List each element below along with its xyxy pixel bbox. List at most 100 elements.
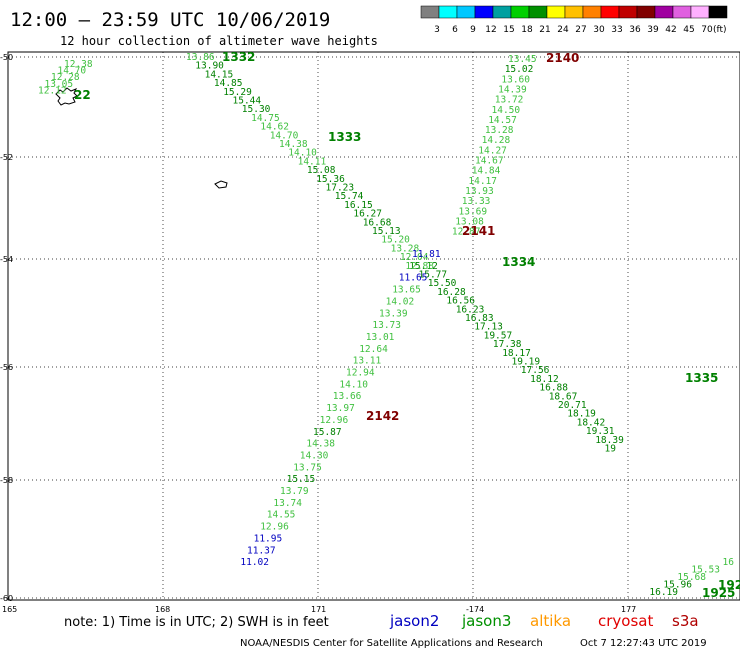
colorbar-label: 45 <box>683 25 694 35</box>
wave-height-value: 14.02 <box>386 296 415 307</box>
wave-height-value: 14.27 <box>478 145 507 156</box>
satellite-legend-item: jason3 <box>461 612 511 630</box>
wave-height-value: 17.56 <box>521 365 550 376</box>
colorbar-swatch <box>600 5 620 19</box>
colorbar-swatch <box>708 5 728 19</box>
colorbar-label: 36 <box>629 25 641 35</box>
wave-height-value: 14.28 <box>482 135 511 146</box>
wave-height-value: 12.64 <box>359 344 388 355</box>
page-title: 12:00 – 23:59 UTC 10/06/2019 <box>10 9 330 31</box>
wave-height-value: 14.11 <box>298 156 327 167</box>
wave-height-value: 19.57 <box>484 330 513 341</box>
observation-layer: 13.8613.9014.1514.8515.2915.4415.3014.75… <box>38 52 734 598</box>
wave-height-value: 15.15 <box>287 474 316 485</box>
wave-height-value: 15.68 <box>677 572 706 583</box>
satellite-legend-item: altika <box>530 612 571 630</box>
wave-height-value: 18.67 <box>549 391 578 402</box>
colorbar-swatch <box>690 5 710 19</box>
colorbar-swatch <box>438 5 458 19</box>
wave-height-value: 11.65 <box>399 273 428 284</box>
satellite-legend-item: s3a <box>672 612 699 630</box>
colorbar-label: 70 <box>701 25 713 35</box>
wave-height-value: 16.56 <box>446 296 475 307</box>
graticule <box>7 52 740 600</box>
wave-height-value: 14.62 <box>260 122 289 133</box>
longitude-label: 165 <box>2 605 17 614</box>
wave-height-value: 12.28 <box>51 72 80 83</box>
longitude-label: 171 <box>311 605 326 614</box>
footer-timestamp: Oct 7 12:27:43 UTC 2019 <box>580 638 707 649</box>
wave-height-value: 13.33 <box>462 196 491 207</box>
latitude-label: -52 <box>0 153 13 162</box>
wave-height-value: 13.90 <box>195 61 224 72</box>
colorbar-label: 21 <box>539 25 550 35</box>
wave-height-value: 13.66 <box>333 391 362 402</box>
colorbar-swatch <box>456 5 476 19</box>
pass-label: 22 <box>74 88 91 102</box>
colorbar-swatch <box>564 5 584 19</box>
colorbar-label: 15 <box>503 25 514 35</box>
wave-height-value: 14.57 <box>488 115 517 126</box>
wave-height-value: 13.72 <box>495 95 524 106</box>
wave-height-value: 13.08 <box>455 216 484 227</box>
wave-height-value: 16.15 <box>344 200 373 211</box>
wave-height-value: 15.50 <box>428 278 457 289</box>
wave-height-value: 14.67 <box>475 156 504 167</box>
wave-height-value: 12.94 <box>346 368 375 379</box>
wave-height-value: 13.05 <box>45 79 74 90</box>
pass-label: 1334 <box>502 255 535 269</box>
wave-height-value: 16.23 <box>456 304 485 315</box>
wave-height-value: 15.77 <box>419 270 448 281</box>
wave-height-value: 13.01 <box>366 332 395 343</box>
wave-height-value: 16.68 <box>363 217 392 228</box>
wave-height-value: 18.19 <box>567 409 596 420</box>
wave-height-value: 15.96 <box>663 580 692 591</box>
wave-height-value: 13.60 <box>501 74 530 85</box>
colorbar-label: 12 <box>485 25 496 35</box>
wave-height-value: 12.96 <box>320 415 349 426</box>
wave-height-value: 15.02 <box>505 64 534 75</box>
wave-height-value: 19 <box>605 444 617 455</box>
longitude-label: 168 <box>155 605 170 614</box>
wave-height-value: 18.42 <box>577 417 606 428</box>
satellite-legend-item: cryosat <box>598 612 653 630</box>
wave-height-value: 15.30 <box>242 104 271 115</box>
wave-height-value: 13.39 <box>379 308 408 319</box>
wave-height-value: 17.13 <box>474 322 503 333</box>
wave-height-value: 17.38 <box>493 339 522 350</box>
latitude-label: -54 <box>0 255 13 264</box>
colorbar-label: (ft) <box>713 25 727 35</box>
wave-height-value: 12.96 <box>260 522 289 533</box>
wave-height-value: 15.74 <box>335 191 364 202</box>
wave-height-value: 14.50 <box>492 105 521 116</box>
colorbar-swatch <box>492 5 512 19</box>
latitude-label: -58 <box>0 476 13 485</box>
satellite-legend: jason2 jason3 altika cryosat s3a <box>389 612 699 630</box>
wave-height-value: 15.13 <box>372 226 401 237</box>
pass-label: 192 <box>718 578 740 592</box>
colorbar-label: 3 <box>434 25 440 35</box>
footer-credit: NOAA/NESDIS Center for Satellite Applica… <box>240 638 543 649</box>
wave-height-value: 12.38 <box>64 59 93 70</box>
longitude-label: 177 <box>621 605 636 614</box>
wave-height-value: 14.10 <box>339 379 368 390</box>
colorbar-swatch <box>510 5 530 19</box>
colorbar-swatch <box>546 5 566 19</box>
wave-height-value: 18.39 <box>595 435 624 446</box>
wave-height-value: 17.23 <box>326 183 355 194</box>
wave-height-value: 13.73 <box>372 320 401 331</box>
wave-height-value: 14.38 <box>306 439 335 450</box>
wave-height-value: 13.45 <box>508 54 537 65</box>
wave-height-value: 14.30 <box>300 450 329 461</box>
colorbar-label: 30 <box>593 25 605 35</box>
wave-height-value: 14.38 <box>279 139 308 150</box>
wave-height-value: 11.95 <box>254 533 283 544</box>
pass-label: 1333 <box>328 130 361 144</box>
map-panel: -50 -52 -54 -56 -58 -60 165 168 171 -174 177 13.8… <box>0 50 740 614</box>
wave-height-value: 15.08 <box>307 165 336 176</box>
colorbar-label: 9 <box>470 25 476 35</box>
pass-label: 2142 <box>366 409 399 423</box>
wave-height-value: 12.88 <box>405 261 434 272</box>
wave-height-value: 18.17 <box>502 348 531 359</box>
wave-height-value: 12.12 <box>38 85 67 96</box>
